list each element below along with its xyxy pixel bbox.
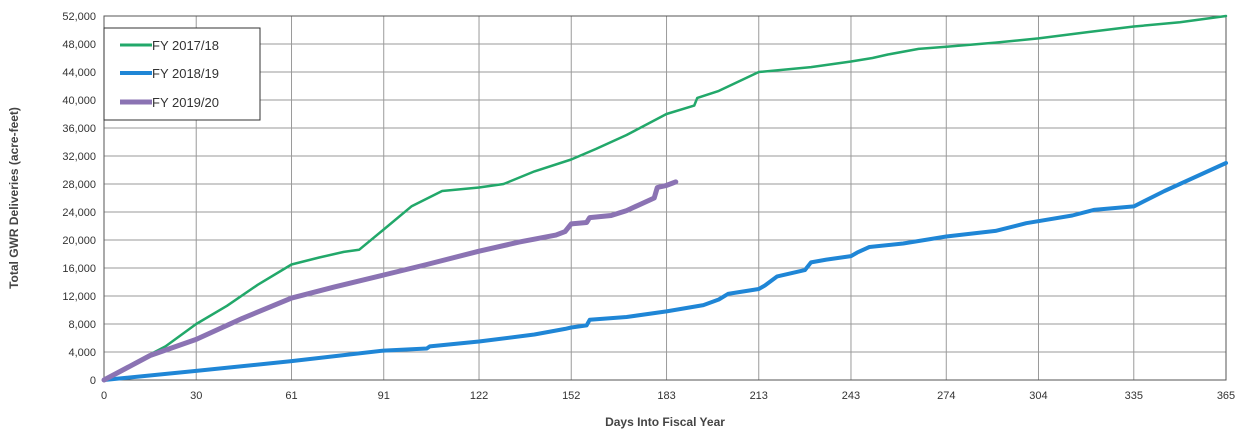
- series-line-fy-2018-19: [102, 161, 1228, 382]
- legend-item: FY 2018/19: [120, 66, 219, 81]
- plot-area-border: [103, 15, 1227, 381]
- x-tick-label: 122: [470, 390, 488, 402]
- x-tick-label: 61: [285, 390, 297, 402]
- grid-lines: [103, 15, 1227, 381]
- y-tick-label: 8,000: [68, 319, 96, 331]
- y-tick-label: 36,000: [62, 123, 96, 135]
- legend-label-fy-2019-20: FY 2019/20: [152, 95, 219, 110]
- y-tick-label: 32,000: [62, 151, 96, 163]
- x-tick-label: 183: [657, 390, 675, 402]
- x-tick-label: 274: [937, 390, 955, 402]
- y-axis-tick-labels: 0 4,000 8,000 12,000 16,000 20,000 24,000 28,00…: [62, 11, 96, 387]
- x-axis-tick-labels: 0 30 61 91 122 152 183 213 243 274 304 335 365: [101, 390, 1235, 402]
- y-tick-label: 0: [90, 375, 96, 387]
- y-tick-label: 44,000: [62, 67, 96, 79]
- x-tick-label: 213: [750, 390, 768, 402]
- x-tick-label: 30: [190, 390, 202, 402]
- legend-item: FY 2019/20: [120, 95, 219, 110]
- y-tick-label: 4,000: [68, 347, 96, 359]
- legend-item: FY 2017/18: [120, 38, 219, 53]
- y-tick-label: 40,000: [62, 95, 96, 107]
- x-tick-label: 304: [1029, 390, 1047, 402]
- legend-label-fy-2018-19: FY 2018/19: [152, 66, 219, 81]
- y-tick-label: 20,000: [62, 235, 96, 247]
- x-tick-label: 365: [1217, 390, 1235, 402]
- series-line-fy-2019-20: [101, 179, 679, 383]
- legend-label-fy-2017-18: FY 2017/18: [152, 38, 219, 53]
- x-tick-label: 335: [1125, 390, 1143, 402]
- y-axis-title: Total GWR Deliveries (acre-feet): [7, 107, 21, 289]
- y-tick-label: 28,000: [62, 179, 96, 191]
- legend: FY 2017/18 FY 2018/19 FY 2019/20: [103, 27, 261, 121]
- series-lines: [101, 14, 1228, 383]
- x-tick-label: 152: [562, 390, 580, 402]
- y-tick-label: 48,000: [62, 39, 96, 51]
- x-tick-label: 91: [378, 390, 390, 402]
- x-tick-label: 0: [101, 390, 107, 402]
- y-tick-label: 12,000: [62, 291, 96, 303]
- series-line-fy-2017-18: [102, 14, 1228, 382]
- x-tick-label: 243: [842, 390, 860, 402]
- y-tick-label: 16,000: [62, 263, 96, 275]
- y-tick-label: 52,000: [62, 11, 96, 23]
- y-tick-label: 24,000: [62, 207, 96, 219]
- x-axis-title: Days Into Fiscal Year: [605, 415, 725, 429]
